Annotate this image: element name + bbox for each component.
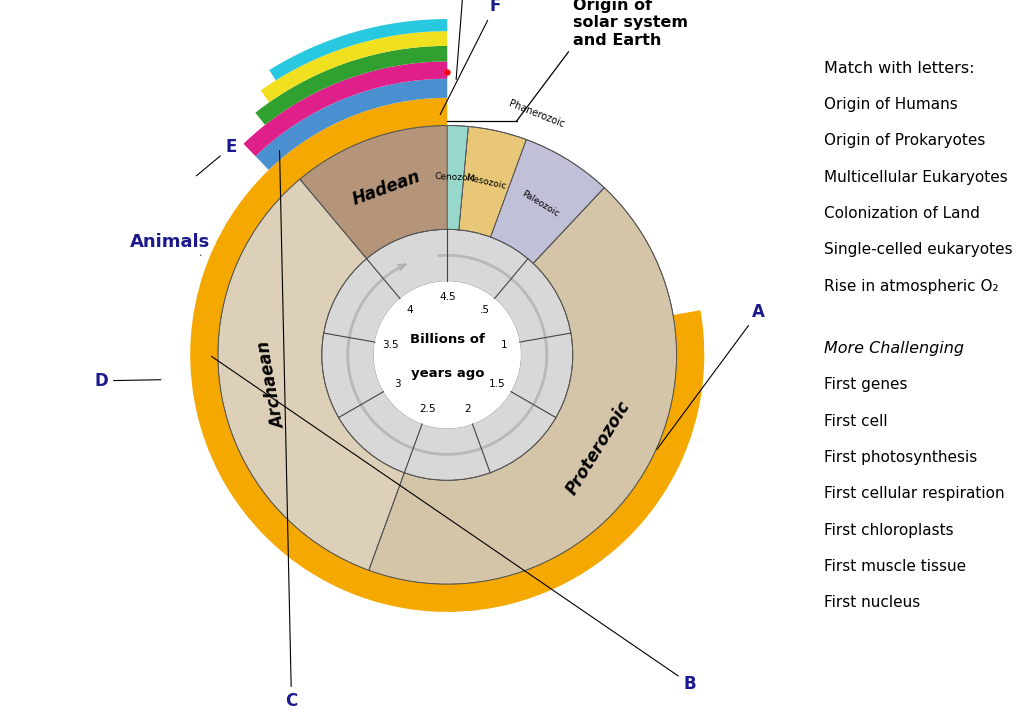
Text: Colonization of Land: Colonization of Land [823, 206, 979, 221]
Text: Multicellular Eukaryotes: Multicellular Eukaryotes [823, 169, 1007, 185]
Text: 4: 4 [407, 305, 413, 316]
Wedge shape [244, 62, 447, 156]
Text: Paleozoic: Paleozoic [521, 189, 561, 219]
Wedge shape [218, 179, 404, 571]
Wedge shape [260, 31, 447, 103]
Text: First nucleus: First nucleus [823, 595, 920, 611]
Text: years ago: years ago [410, 367, 484, 380]
Text: Hadean: Hadean [350, 167, 424, 209]
Text: Origin of Humans: Origin of Humans [823, 97, 958, 112]
Wedge shape [190, 98, 705, 612]
Text: B: B [212, 356, 696, 693]
Text: Animals: Animals [130, 233, 211, 255]
Text: F: F [440, 0, 501, 115]
Text: C: C [280, 150, 298, 710]
Wedge shape [491, 140, 604, 263]
Text: More Challenging: More Challenging [823, 341, 964, 356]
Text: Single-celled eukaryotes: Single-celled eukaryotes [823, 242, 1012, 257]
Text: 3.5: 3.5 [382, 340, 399, 350]
Text: Billions of: Billions of [410, 333, 484, 346]
Text: Present: Present [426, 0, 504, 79]
Text: First cellular respiration: First cellular respiration [823, 486, 1004, 502]
Wedge shape [300, 126, 447, 259]
Text: Origin of Prokaryotes: Origin of Prokaryotes [823, 133, 985, 148]
Wedge shape [255, 79, 447, 170]
Text: Archaean: Archaean [256, 340, 289, 431]
Text: E: E [196, 138, 237, 176]
Text: Phanerozoic: Phanerozoic [507, 98, 566, 129]
Text: Origin of
solar system
and Earth: Origin of solar system and Earth [572, 0, 688, 47]
Text: First chloroplasts: First chloroplasts [823, 523, 953, 538]
Text: Proterozoic: Proterozoic [563, 398, 634, 498]
Wedge shape [270, 19, 447, 81]
Wedge shape [369, 188, 677, 585]
Text: 4.5: 4.5 [439, 292, 456, 302]
Text: First genes: First genes [823, 377, 907, 393]
Text: Cenozoic: Cenozoic [435, 172, 476, 183]
Text: 3: 3 [394, 379, 401, 389]
Wedge shape [321, 229, 572, 481]
Text: A: A [657, 302, 765, 449]
Text: D: D [94, 371, 161, 390]
Text: Rise in atmospheric O₂: Rise in atmospheric O₂ [823, 278, 998, 294]
Wedge shape [447, 126, 468, 230]
Text: First photosynthesis: First photosynthesis [823, 450, 977, 465]
Text: .5: .5 [479, 305, 490, 316]
Text: Match with letters:: Match with letters: [823, 60, 974, 76]
Wedge shape [459, 126, 526, 237]
Text: First muscle tissue: First muscle tissue [823, 559, 966, 574]
Text: 2: 2 [464, 404, 470, 414]
Circle shape [374, 281, 521, 428]
Text: Mesozoic: Mesozoic [465, 173, 507, 190]
Text: 1: 1 [501, 340, 507, 350]
Text: 2.5: 2.5 [419, 404, 436, 414]
Text: First cell: First cell [823, 414, 887, 429]
Text: 1.5: 1.5 [490, 379, 506, 389]
Wedge shape [255, 46, 447, 125]
